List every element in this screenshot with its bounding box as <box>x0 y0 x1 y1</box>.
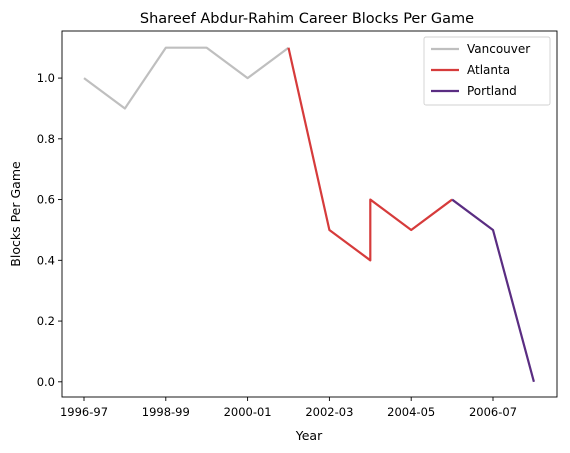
series-line-vancouver <box>83 46 290 110</box>
legend-label-vancouver: Vancouver <box>467 42 530 56</box>
series-line-atlanta <box>287 47 453 262</box>
y-tick-label: 0.2 <box>37 314 55 328</box>
y-tick-label: 0.4 <box>37 253 55 267</box>
chart-title: Shareef Abdur-Rahim Career Blocks Per Ga… <box>140 11 474 27</box>
y-axis-label: Blocks Per Game <box>8 161 23 267</box>
x-tick-label: 1998-99 <box>142 405 190 419</box>
series-line-portland <box>451 198 535 383</box>
x-axis: 1996-97 1998-99 2000-01 2002-03 2004-05 2006-… <box>60 397 517 419</box>
y-axis: 0.0 0.2 0.4 0.6 0.8 1.0 <box>37 71 62 389</box>
plot-frame <box>61 30 558 398</box>
legend-label-portland: Portland <box>467 84 517 98</box>
legend: Vancouver Atlanta Portland <box>423 36 551 106</box>
y-tick-label: 0.6 <box>37 193 55 207</box>
y-tick-label: 1.0 <box>37 71 55 85</box>
x-tick-label: 1996-97 <box>60 405 108 419</box>
y-tick-label: 0.0 <box>37 375 55 389</box>
legend-label-atlanta: Atlanta <box>467 63 510 77</box>
x-tick-label: 2002-03 <box>305 405 353 419</box>
x-tick-label: 2004-05 <box>387 405 435 419</box>
x-tick-label: 2000-01 <box>224 405 272 419</box>
legend-frame <box>423 36 551 106</box>
x-tick-label: 2006-07 <box>469 405 517 419</box>
y-tick-label: 0.8 <box>37 132 55 146</box>
x-axis-label: Year <box>295 428 323 443</box>
plot-area <box>83 46 535 383</box>
